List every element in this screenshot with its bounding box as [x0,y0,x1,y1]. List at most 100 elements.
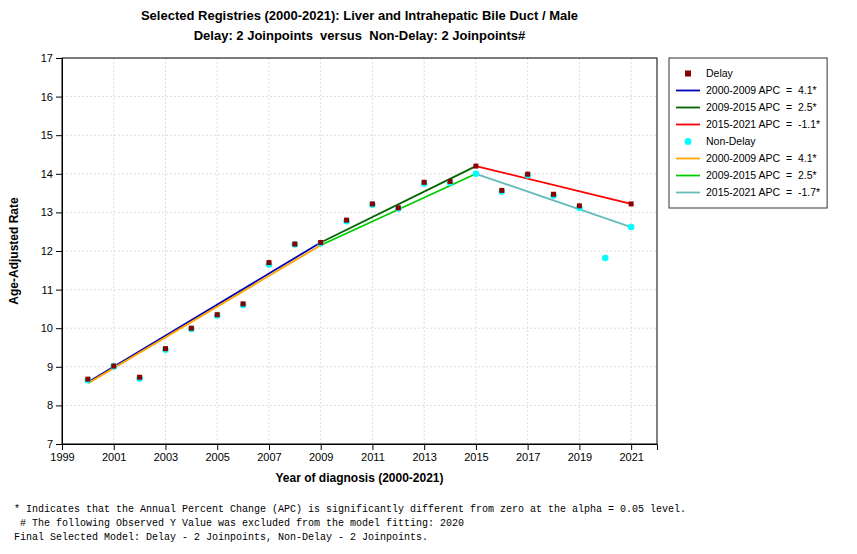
tick-label: 2017 [516,451,540,463]
point-series [85,164,633,382]
tick-label: 13 [41,206,53,218]
tick: 10 [41,322,62,334]
legend-label: 2000-2009 APC = 4.1* [706,152,817,164]
point [422,180,427,185]
tick: 2011 [361,444,385,463]
grid-line [62,328,657,329]
tick-label: 15 [41,129,53,141]
tick: 9 [47,361,62,373]
legend-entry: Delay [685,67,734,79]
tick: 2015 [464,444,488,463]
tick-label: 2019 [568,451,592,463]
footnote: * Indicates that the Annual Percent Chan… [14,504,686,515]
tick-mark [56,251,62,252]
legend-label: 2000-2009 APC = 4.1* [706,84,817,96]
point [499,188,504,193]
point [344,218,349,223]
point [292,241,299,248]
point [448,179,453,184]
tick-label: 12 [41,245,53,257]
tick-label: 16 [41,91,53,103]
chart: 1999200120032005200720092011201320152017… [0,0,857,554]
tick: 12 [41,245,62,257]
footnote: # The following Observed Y Value was exc… [14,518,464,529]
tick: 1999 [50,444,74,463]
tick: 15 [41,129,62,141]
legend-swatch [676,175,700,177]
tick-mark [56,135,62,136]
grid-line [62,289,657,290]
legend-swatch [685,138,692,145]
tick: 14 [41,168,62,180]
grid-line [475,58,476,444]
grid-line [631,58,632,444]
point [628,224,635,231]
grid-line [424,58,425,444]
point [447,179,454,186]
footnote: Final Selected Model: Delay - 2 Joinpoin… [14,532,428,543]
tick: 7 [47,438,62,450]
tick: 17 [41,52,62,64]
point [189,326,194,331]
tick: 2013 [412,444,436,463]
grid-line [527,58,528,444]
point [240,302,247,309]
y-axis-label: Age-Adjusted Rate [7,197,21,305]
legend-swatch [676,90,700,92]
tick-mark [114,444,115,450]
grid-line [217,58,218,444]
tick-mark [56,212,62,213]
legend-label: 2009-2015 APC = 2.5* [706,169,817,181]
grid-line [113,58,114,444]
tick-label: 2001 [102,451,126,463]
tick-label: 7 [47,438,53,450]
tick-mark [165,444,166,450]
trend-line [321,166,476,242]
point [85,377,90,382]
tick-label: 11 [42,284,53,296]
point [343,218,350,225]
legend-frame [669,58,827,208]
point [214,312,221,319]
point [370,201,375,206]
point [498,188,505,195]
point [318,240,323,245]
tick-mark [56,328,62,329]
point [473,164,478,169]
point [188,326,195,333]
tick: 2001 [102,444,126,463]
point [163,346,168,351]
legend-entry: Non-Delay [685,135,757,147]
tick-label: 14 [41,168,53,180]
grid-line [579,58,580,444]
tick-mark [476,444,477,450]
tick-mark [372,444,373,450]
grid-line [62,135,657,136]
grid-line [62,212,657,213]
y-axis: 7891011121314151617 [41,52,63,450]
grid-line [372,58,373,444]
legend-entry: 2000-2009 APC = 4.1* [676,152,817,164]
tick-label: 2009 [309,451,333,463]
point [629,201,634,206]
axis-domain [63,445,658,451]
tick-mark [631,444,632,450]
tick-label: 1999 [50,451,74,463]
tick-mark [269,444,270,450]
trend-line [321,174,476,245]
tick-mark [56,58,62,59]
point [111,364,116,369]
point [525,172,530,177]
legend-swatch [676,124,700,126]
point [369,201,376,208]
tick: 2019 [568,444,592,463]
tick-mark [217,444,218,450]
point [137,375,142,380]
tick: 16 [41,91,62,103]
tick: 11 [42,284,62,296]
point [266,260,271,265]
grid-line [165,58,166,444]
tick: 2005 [205,444,229,463]
tick-mark [424,444,425,450]
point [577,203,582,208]
